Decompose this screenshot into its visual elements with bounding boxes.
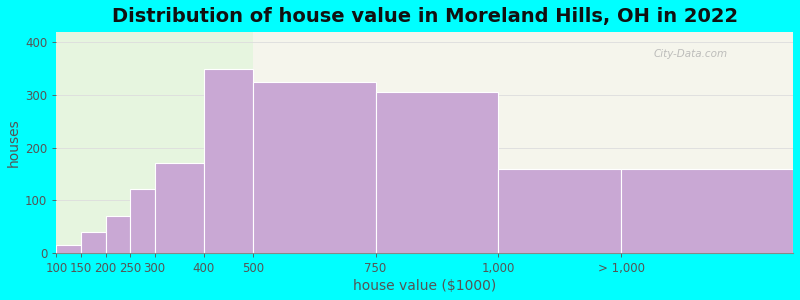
Bar	[621, 169, 793, 253]
Bar	[81, 232, 106, 253]
X-axis label: house value ($1000): house value ($1000)	[353, 279, 496, 293]
Bar	[253, 82, 376, 253]
Bar	[56, 32, 253, 253]
Text: City-Data.com: City-Data.com	[653, 50, 727, 59]
Bar	[106, 216, 130, 253]
Y-axis label: houses: houses	[7, 118, 21, 166]
Title: Distribution of house value in Moreland Hills, OH in 2022: Distribution of house value in Moreland …	[112, 7, 738, 26]
Bar	[154, 163, 204, 253]
Bar	[130, 189, 154, 253]
Bar	[56, 245, 81, 253]
Bar	[204, 68, 253, 253]
Bar	[498, 169, 621, 253]
Bar	[376, 92, 498, 253]
